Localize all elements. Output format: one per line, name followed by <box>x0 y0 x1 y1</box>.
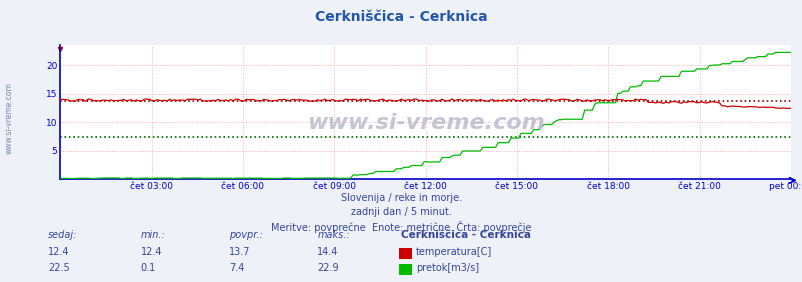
Text: temperatura[C]: temperatura[C] <box>415 247 492 257</box>
Text: Slovenija / reke in morje.: Slovenija / reke in morje. <box>341 193 461 203</box>
Text: sedaj:: sedaj: <box>48 230 78 240</box>
Text: 12.4: 12.4 <box>48 247 70 257</box>
Text: maks.:: maks.: <box>317 230 350 240</box>
Text: zadnji dan / 5 minut.: zadnji dan / 5 minut. <box>350 207 452 217</box>
Text: Cerkniščica - Cerknica: Cerkniščica - Cerknica <box>401 230 531 240</box>
Text: 7.4: 7.4 <box>229 263 244 273</box>
Text: 12.4: 12.4 <box>140 247 162 257</box>
Text: www.si-vreme.com: www.si-vreme.com <box>306 113 544 133</box>
Text: pretok[m3/s]: pretok[m3/s] <box>415 263 479 273</box>
Text: 22.9: 22.9 <box>317 263 338 273</box>
Text: 22.5: 22.5 <box>48 263 70 273</box>
Text: Cerkniščica - Cerknica: Cerkniščica - Cerknica <box>315 10 487 24</box>
Text: Meritve: povprečne  Enote: metrične  Črta: povprečje: Meritve: povprečne Enote: metrične Črta:… <box>271 221 531 233</box>
Text: 14.4: 14.4 <box>317 247 338 257</box>
Text: 0.1: 0.1 <box>140 263 156 273</box>
Text: www.si-vreme.com: www.si-vreme.com <box>5 83 14 154</box>
Text: povpr.:: povpr.: <box>229 230 262 240</box>
Text: 13.7: 13.7 <box>229 247 250 257</box>
Text: min.:: min.: <box>140 230 165 240</box>
